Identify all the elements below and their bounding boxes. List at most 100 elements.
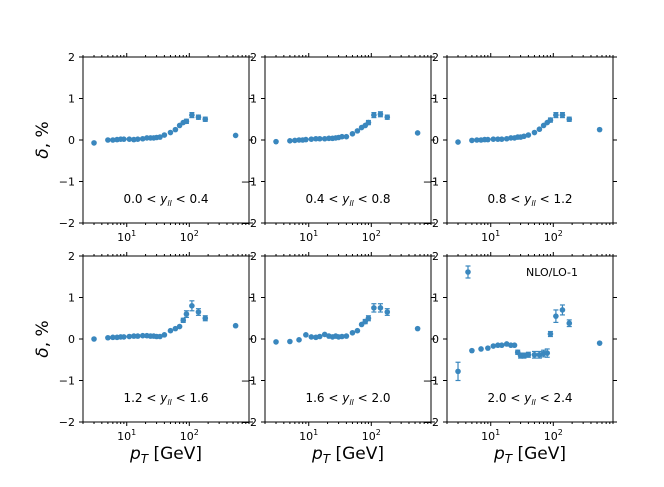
data-point — [126, 333, 133, 340]
data-point — [455, 139, 461, 145]
x-tick-base: 10 — [180, 231, 194, 244]
x-axis-symbol: p — [311, 444, 323, 464]
panel-label-left: 2.0 < — [487, 391, 524, 405]
data-point — [354, 327, 361, 334]
legend-marker — [465, 269, 471, 275]
data-point — [478, 346, 484, 352]
data-point — [377, 111, 384, 118]
y-tick-label: 0 — [432, 134, 439, 147]
data-point — [308, 136, 315, 142]
x-tick-exponent: 2 — [194, 428, 199, 437]
y-tick-label: 1 — [68, 93, 75, 106]
y-tick-label: −2 — [59, 416, 75, 429]
data-point — [414, 130, 421, 136]
panel-label-sub: ll — [349, 199, 354, 208]
x-tick-exponent: 1 — [495, 428, 500, 437]
y-tick-label: −2 — [423, 416, 439, 429]
y-tick-label: −2 — [241, 416, 257, 429]
data-point — [525, 132, 532, 138]
y-tick-label: 1 — [432, 292, 439, 305]
data-point — [232, 322, 239, 329]
data-point — [495, 136, 501, 142]
x-tick-base: 10 — [299, 231, 313, 244]
data-point — [161, 332, 168, 338]
data-point — [91, 336, 97, 342]
x-tick-base: 10 — [299, 430, 313, 443]
data-point — [544, 350, 551, 356]
y-tick-label: 1 — [250, 292, 257, 305]
panel-label: 1.6 < yll < 2.0 — [305, 391, 390, 407]
data-point — [384, 114, 391, 120]
panel-label-sub: ll — [531, 398, 536, 407]
x-axis-label: pT [GeV] — [493, 444, 566, 466]
panel-label: 2.0 < yll < 2.4 — [487, 391, 572, 407]
x-axis-subscript: T — [505, 452, 514, 466]
data-point — [531, 351, 538, 358]
data-point — [126, 136, 133, 142]
data-point — [343, 133, 350, 140]
data-point — [553, 313, 559, 319]
panel-label-var: y — [159, 192, 168, 206]
data-point — [349, 329, 356, 336]
x-axis-label: pT [GeV] — [129, 444, 202, 466]
x-axis-unit: [GeV] — [148, 444, 202, 464]
x-tick-label: 101 — [117, 229, 136, 244]
data-point — [371, 305, 377, 311]
panel-label-left: 0.0 < — [123, 192, 160, 206]
y-tick-label: −1 — [59, 375, 75, 388]
x-axis-subscript: T — [141, 452, 150, 466]
data-point — [131, 333, 137, 339]
data-point — [498, 342, 505, 349]
panel-label-var: y — [523, 192, 532, 206]
x-tick-label: 102 — [180, 428, 199, 443]
data-point — [553, 112, 559, 118]
data-point — [547, 331, 554, 337]
data-point — [469, 137, 475, 144]
data-point — [134, 333, 141, 339]
y-axis-unit: , % — [33, 320, 53, 347]
y-tick-label: 0 — [250, 333, 257, 346]
data-point — [339, 133, 345, 140]
data-point — [180, 317, 187, 324]
data-point — [490, 136, 497, 142]
x-tick-base: 10 — [362, 231, 376, 244]
panel-label-right: < 1.6 — [172, 391, 209, 405]
data-point — [172, 126, 179, 133]
x-tick-label: 102 — [362, 428, 381, 443]
data-point — [596, 126, 603, 133]
panel-label-sub: ll — [531, 199, 536, 208]
data-point — [525, 351, 532, 358]
data-point — [292, 137, 298, 144]
data-point — [495, 342, 501, 349]
y-axis-symbol: δ — [33, 148, 53, 158]
data-point — [469, 347, 475, 354]
x-tick-label: 102 — [180, 229, 199, 244]
data-point — [354, 128, 361, 134]
y-tick-label: −1 — [59, 176, 75, 189]
data-point — [371, 112, 377, 118]
y-tick-label: 1 — [432, 93, 439, 106]
y-tick-label: 0 — [68, 134, 75, 147]
panel-label-sub: ll — [349, 398, 354, 407]
y-tick-label: 0 — [250, 134, 257, 147]
y-tick-label: −1 — [241, 176, 257, 189]
data-point — [596, 340, 603, 346]
data-point — [365, 119, 372, 126]
x-tick-base: 10 — [481, 430, 495, 443]
x-tick-base: 10 — [117, 430, 131, 443]
panel-label-right: < 0.8 — [354, 192, 391, 206]
x-axis-symbol: p — [493, 444, 505, 464]
y-tick-label: 1 — [68, 292, 75, 305]
panel-label-left: 0.4 < — [305, 192, 342, 206]
x-axis-unit: [GeV] — [330, 444, 384, 464]
data-point — [566, 116, 573, 123]
data-point — [121, 334, 127, 340]
data-point — [157, 134, 163, 140]
x-tick-exponent: 1 — [495, 229, 500, 238]
data-point — [536, 126, 543, 133]
x-tick-base: 10 — [117, 231, 131, 244]
